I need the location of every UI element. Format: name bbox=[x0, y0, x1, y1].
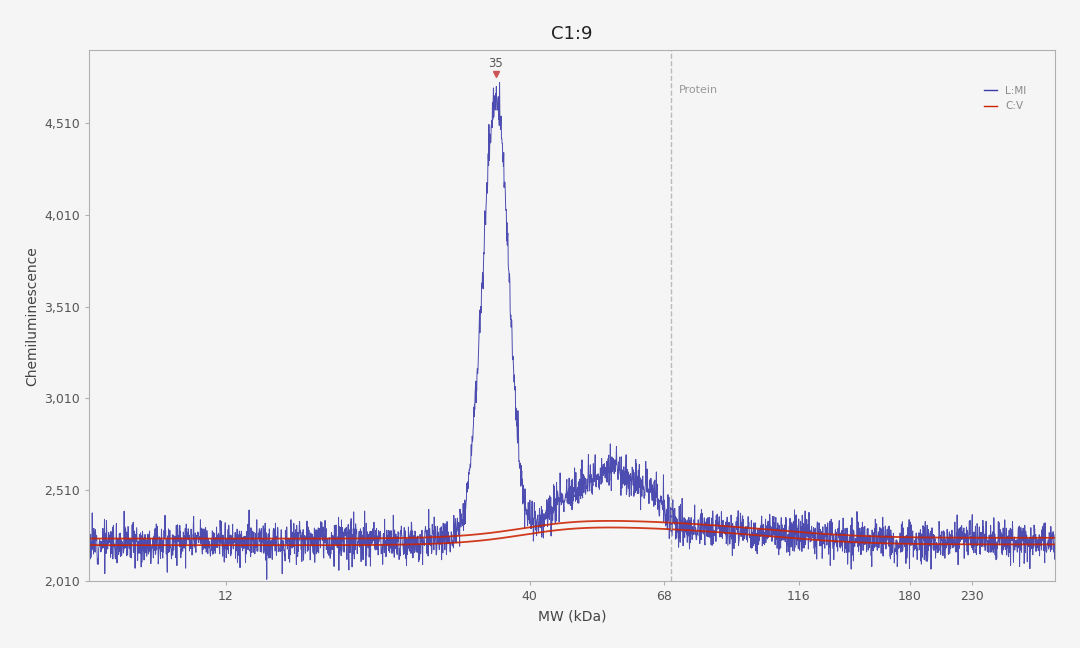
Y-axis label: Chemiluminescence: Chemiluminescence bbox=[25, 246, 39, 386]
Legend: L:MI, C:V: L:MI, C:V bbox=[980, 82, 1030, 115]
Title: C1:9: C1:9 bbox=[552, 25, 593, 43]
Text: 35: 35 bbox=[488, 57, 503, 70]
X-axis label: MW (kDa): MW (kDa) bbox=[538, 609, 606, 623]
Text: Protein: Protein bbox=[678, 85, 717, 95]
